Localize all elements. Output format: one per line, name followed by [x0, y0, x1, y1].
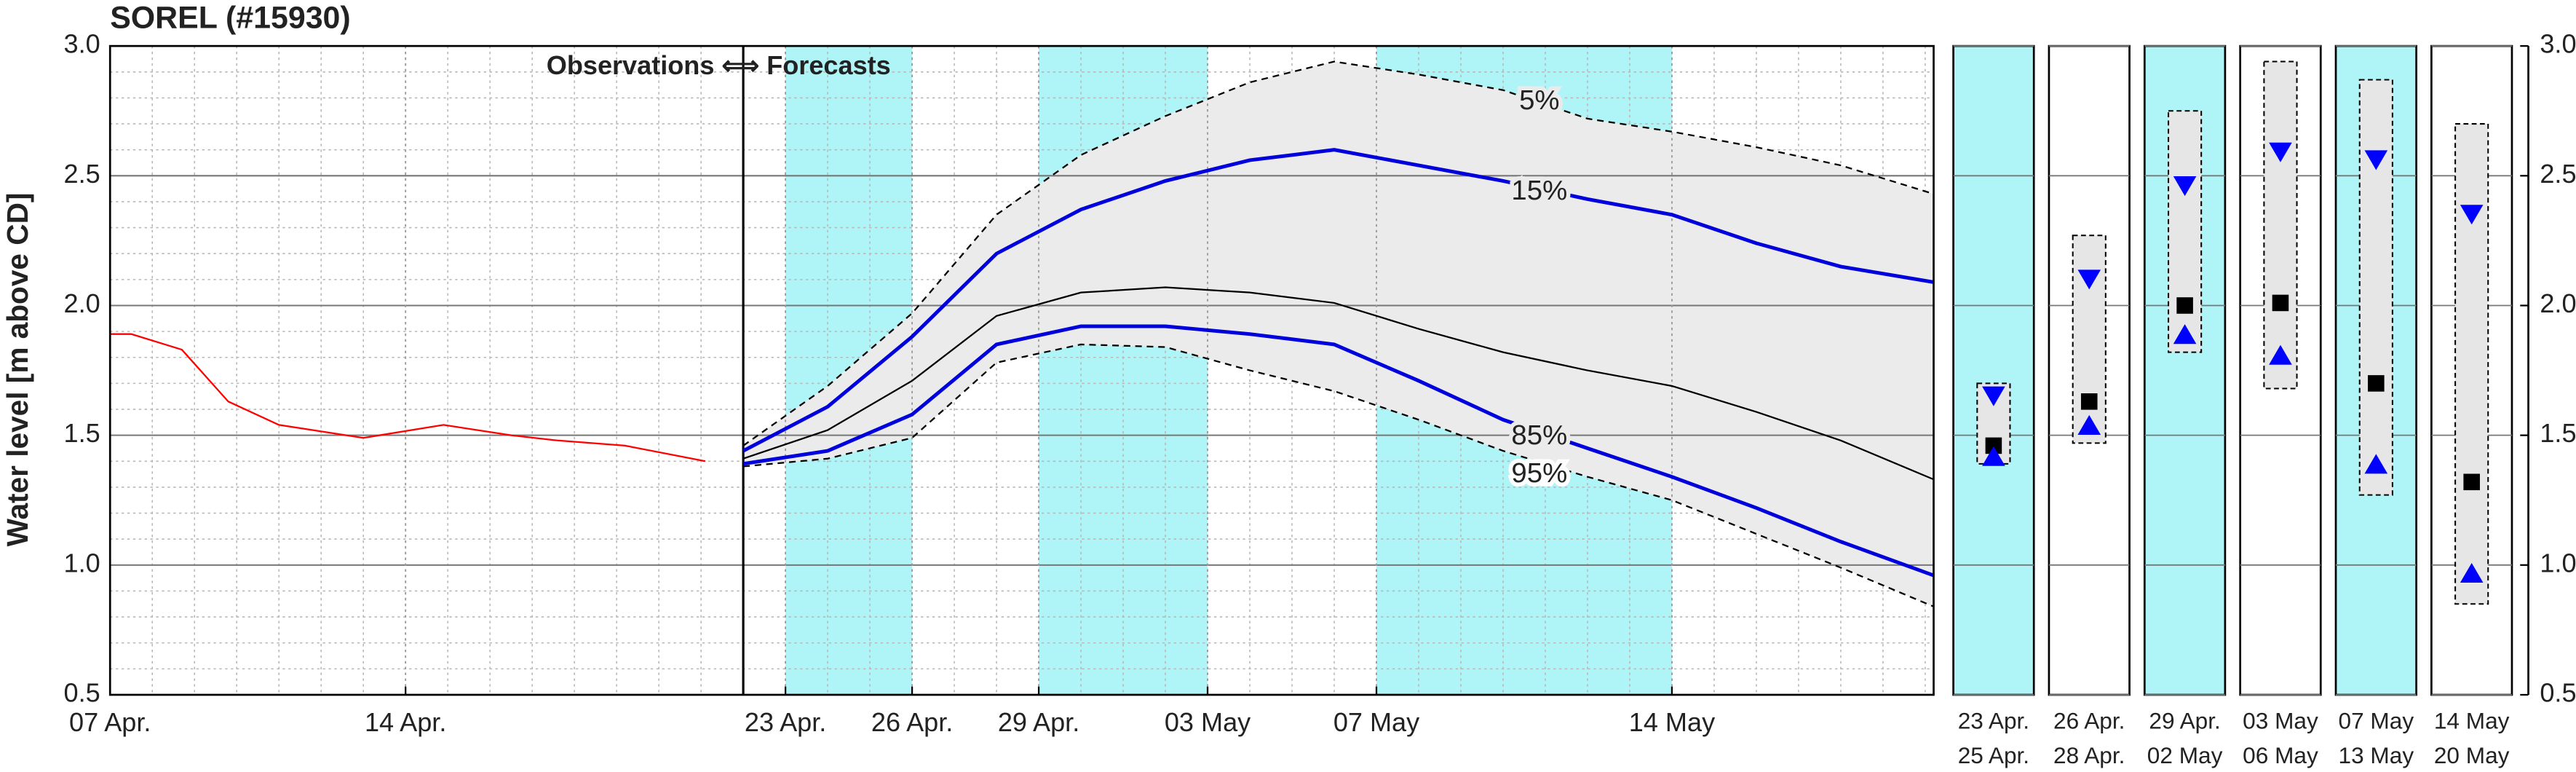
panel-label: 28 Apr.: [2053, 742, 2125, 768]
p15-marker: [2460, 205, 2484, 225]
series-line: [742, 324, 1935, 578]
right-tick-label: 3.0: [2540, 29, 2576, 59]
p15-marker: [2269, 142, 2292, 162]
panel-label: 23 Apr.: [1958, 708, 2029, 734]
series-label: 15%: [1511, 175, 1567, 206]
median-marker: [2176, 297, 2193, 314]
median-marker: [1985, 437, 2002, 454]
plot-frame: [108, 44, 1935, 696]
panel-frame: [1952, 44, 2035, 696]
panel-label: 29 Apr.: [2149, 708, 2220, 734]
panel-label: 02 May: [2147, 742, 2223, 768]
percentile-band: [743, 61, 1934, 607]
y-tick-label: 0.5: [64, 678, 100, 708]
p85-marker: [2077, 414, 2101, 435]
median-marker: [2080, 393, 2098, 410]
median-marker: [2463, 473, 2480, 491]
panel-label: 25 Apr.: [1958, 742, 2029, 768]
series-line: [743, 343, 1934, 607]
x-tick-label: 03 May: [1165, 707, 1251, 737]
panel-label: 07 May: [2339, 708, 2414, 734]
series-line: [742, 286, 1934, 481]
x-tick-label: 14 May: [1629, 707, 1715, 737]
p85-marker: [2364, 454, 2388, 474]
panel-label: 14 May: [2434, 708, 2510, 734]
series-line: [110, 333, 706, 462]
y-tick-label: 1.0: [64, 548, 100, 578]
range-box: [2072, 235, 2107, 444]
series-label: 5%: [1519, 84, 1559, 116]
x-tick-label: 14 Apr.: [365, 707, 446, 737]
p85-marker: [2269, 344, 2292, 365]
annotation: Observations ⟺ Forecasts: [547, 50, 891, 80]
range-box: [2454, 123, 2489, 605]
x-tick-label: 07 May: [1333, 707, 1419, 737]
p15-marker: [2077, 269, 2101, 290]
x-tick-label: 29 Apr.: [998, 707, 1079, 737]
range-box: [2263, 60, 2298, 390]
range-box: [2358, 79, 2393, 496]
p85-marker: [1982, 446, 2005, 466]
range-box: [2168, 110, 2203, 353]
p85-marker: [2460, 562, 2484, 583]
series-label: 95%: [1511, 457, 1567, 489]
p15-marker: [1982, 386, 2005, 406]
y-tick-label: 2.5: [64, 159, 100, 189]
panel-label: 20 May: [2434, 742, 2510, 768]
panel-label: 06 May: [2243, 742, 2318, 768]
y-tick-label: 1.5: [64, 418, 100, 448]
p15-marker: [2173, 176, 2197, 197]
right-tick-label: 1.0: [2540, 548, 2576, 578]
series-line: [742, 148, 1934, 453]
right-tick-label: 1.5: [2540, 418, 2576, 448]
p15-marker: [2364, 150, 2388, 170]
y-axis-label: Water level [m above CD]: [1, 193, 34, 547]
right-tick-label: 0.5: [2540, 678, 2576, 708]
x-tick-label: 07 Apr.: [69, 707, 151, 737]
panel-label: 13 May: [2339, 742, 2414, 768]
median-marker: [2272, 294, 2289, 312]
x-tick-label: 23 Apr.: [745, 707, 826, 737]
chart-title: SOREL (#15930): [110, 0, 350, 35]
right-tick-label: 2.0: [2540, 288, 2576, 318]
right-tick-label: 2.5: [2540, 159, 2576, 189]
panel-label: 03 May: [2243, 708, 2318, 734]
median-marker: [2368, 375, 2385, 392]
y-tick-label: 3.0: [64, 29, 100, 59]
series-line: [742, 60, 1934, 446]
series-label: 85%: [1511, 420, 1567, 451]
p85-marker: [2173, 324, 2197, 344]
y-tick-label: 2.0: [64, 288, 100, 318]
x-tick-label: 26 Apr.: [871, 707, 953, 737]
panel-label: 26 Apr.: [2053, 708, 2125, 734]
